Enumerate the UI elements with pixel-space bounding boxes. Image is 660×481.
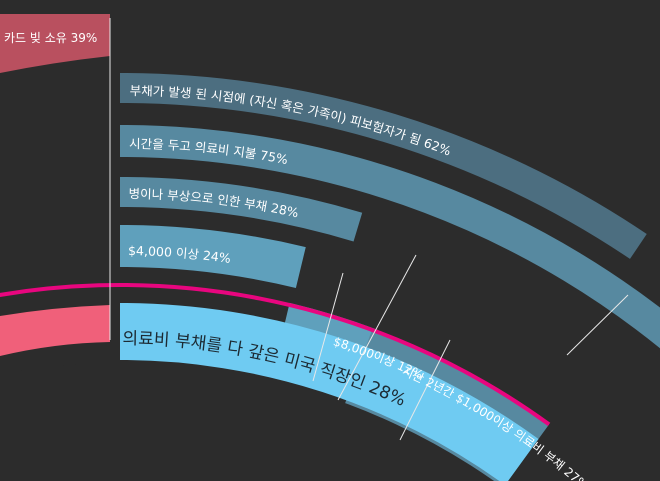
inner-disc [0,362,494,481]
bar-left-lower [0,305,110,356]
connector-line-3 [312,272,344,382]
connector-line-1 [566,294,629,356]
bar-over-4000 [120,225,306,288]
connector-line-2 [337,254,417,401]
bar-card-debt [0,14,110,73]
bar-illness [120,177,363,242]
connector-line-4 [399,339,451,441]
bar-pay-over-time [120,125,660,349]
label-card-debt: 카드 빚 소유 39% [4,31,97,45]
bar-main [120,303,539,481]
bar-insured [120,73,647,259]
magenta-ring [0,283,551,427]
